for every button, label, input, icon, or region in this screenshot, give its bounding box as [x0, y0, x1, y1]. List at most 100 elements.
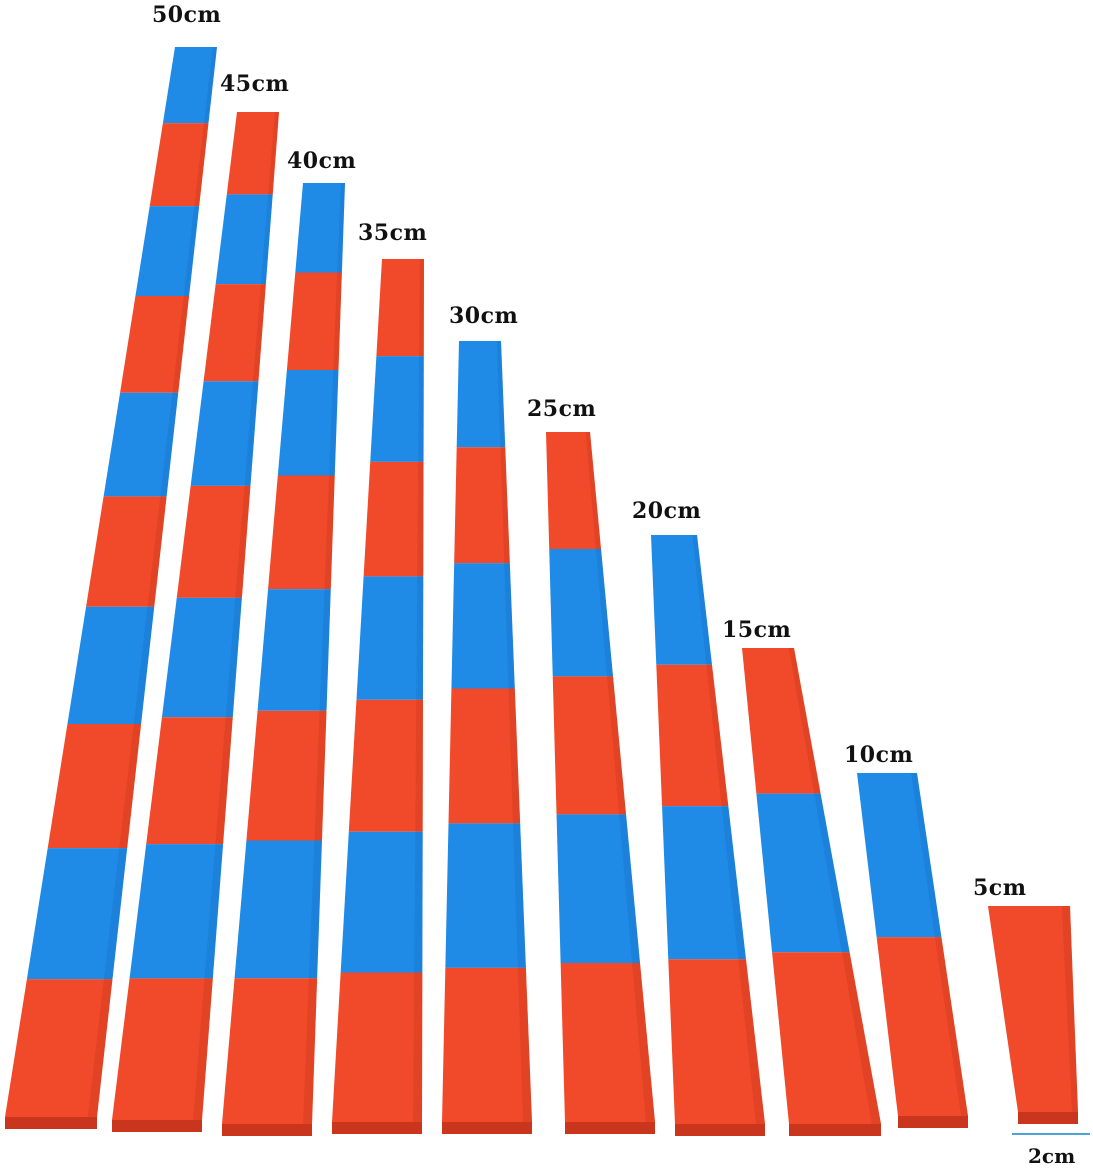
rod-segment-red [348, 699, 423, 832]
rod-segment-shade [183, 206, 200, 297]
rod-segment-red [876, 937, 968, 1116]
rod-segment-shade [329, 369, 339, 476]
rod-label-5cm: 5cm [973, 875, 1027, 901]
rod-end-face [1018, 1112, 1078, 1124]
rod-35cm [332, 259, 424, 1134]
rod-segment-blue [215, 194, 273, 285]
rod-segment-red [560, 962, 655, 1122]
rod-segment-shade [172, 296, 190, 393]
rods-group [5, 47, 1078, 1136]
rod-segment-shade [252, 284, 266, 382]
rod-segment-shade [337, 183, 345, 273]
rod-segment-shade [738, 959, 765, 1124]
rod-segment-shade [706, 664, 729, 807]
rod-segment-shade [606, 676, 627, 815]
rod-segment-red [112, 978, 213, 1120]
rod-segment-shade [595, 548, 614, 677]
rod-segment-red [286, 272, 342, 370]
rod-segment-shade [619, 814, 641, 963]
rod-segment-blue [257, 589, 331, 711]
rod-segment-blue [129, 844, 224, 979]
rod-segment-blue [26, 848, 128, 980]
rod-segment-shade [585, 432, 602, 549]
rod-segment-blue [161, 597, 242, 718]
rod-segment-blue [340, 831, 423, 973]
rod-end-face [565, 1122, 655, 1134]
rod-label-10cm: 10cm [844, 742, 914, 768]
rod-label-15cm: 15cm [722, 617, 792, 643]
rod-segment-shade [87, 979, 113, 1117]
rod-segment-shade [147, 496, 167, 607]
width-label: 2cm [1028, 1144, 1076, 1168]
rod-segment-red [454, 447, 510, 564]
rod-segment-shade [788, 648, 821, 794]
rod-segment-red [176, 485, 251, 598]
rod-segment-blue [451, 563, 515, 689]
rod-segment-shade [517, 967, 532, 1122]
rod-segment-shade [119, 724, 142, 849]
rod-segment-blue [190, 381, 259, 486]
rod-segment-shade [632, 962, 655, 1122]
rod-label-50cm: 50cm [152, 2, 222, 28]
rod-segment-shade [324, 475, 335, 590]
rod-segment-blue [549, 548, 614, 677]
rod-label-40cm: 40cm [287, 148, 357, 174]
rod-segment-red [146, 717, 233, 845]
rod-segment-shade [333, 272, 342, 370]
rod-segment-blue [295, 183, 345, 273]
rod-5cm [988, 906, 1078, 1124]
rod-segment-red [668, 959, 765, 1124]
rod-segment-shade [721, 806, 746, 960]
rod-segment-blue [456, 341, 506, 448]
rod-segment-red [988, 906, 1078, 1112]
rod-segment-shade [512, 823, 526, 968]
rod-segment-blue [651, 535, 712, 665]
rod-segment-red [546, 432, 602, 549]
rod-45cm [112, 112, 279, 1132]
rod-segment-red [5, 979, 113, 1117]
rod-segment-shade [496, 341, 506, 448]
rod-segment-shade [235, 485, 251, 598]
rod-segment-shade [841, 952, 881, 1124]
rod-segment-red [742, 648, 821, 794]
rod-10cm [857, 773, 968, 1128]
rod-segment-shade [244, 381, 259, 486]
rod-segment-red [226, 112, 279, 195]
rod-segment-shade [416, 576, 424, 700]
rod-25cm [546, 432, 655, 1134]
rod-segment-red [332, 972, 423, 1122]
rod-segment-blue [234, 840, 322, 979]
rod-segment-shade [413, 972, 423, 1122]
rod-segment-shade [417, 461, 424, 577]
rod-segment-shade [814, 793, 850, 953]
rod-segment-red [552, 676, 627, 815]
rod-segment-shade [203, 47, 217, 124]
rod-segment-blue [103, 392, 179, 497]
rod-segment-shade [194, 123, 209, 207]
rod-segment-blue [135, 206, 200, 297]
rod-label-35cm: 35cm [358, 220, 428, 246]
rod-30cm [442, 341, 532, 1134]
rod-label-30cm: 30cm [449, 303, 519, 329]
rod-segment-red [149, 123, 209, 207]
rod-segment-blue [277, 369, 339, 476]
rod-segment-red [47, 724, 142, 849]
rod-segment-shade [500, 447, 510, 564]
rod-segment-shade [215, 717, 233, 845]
rod-end-face [5, 1117, 97, 1129]
rod-segment-shade [160, 392, 179, 497]
rod-segment-shade [1061, 906, 1078, 1112]
rod-segment-red [203, 284, 266, 382]
rod-end-face [222, 1124, 312, 1136]
rod-segment-shade [303, 978, 318, 1124]
rod-segment-shade [414, 831, 423, 973]
rod-segment-shade [268, 112, 279, 195]
rod-40cm [222, 183, 345, 1136]
rod-segment-blue [370, 356, 424, 462]
rod-20cm [651, 535, 765, 1136]
rod-segment-blue [756, 793, 850, 953]
rod-segment-blue [67, 606, 155, 725]
rod-segment-shade [314, 710, 327, 841]
rod-segment-red [376, 259, 424, 357]
rod-end-face [898, 1116, 968, 1128]
